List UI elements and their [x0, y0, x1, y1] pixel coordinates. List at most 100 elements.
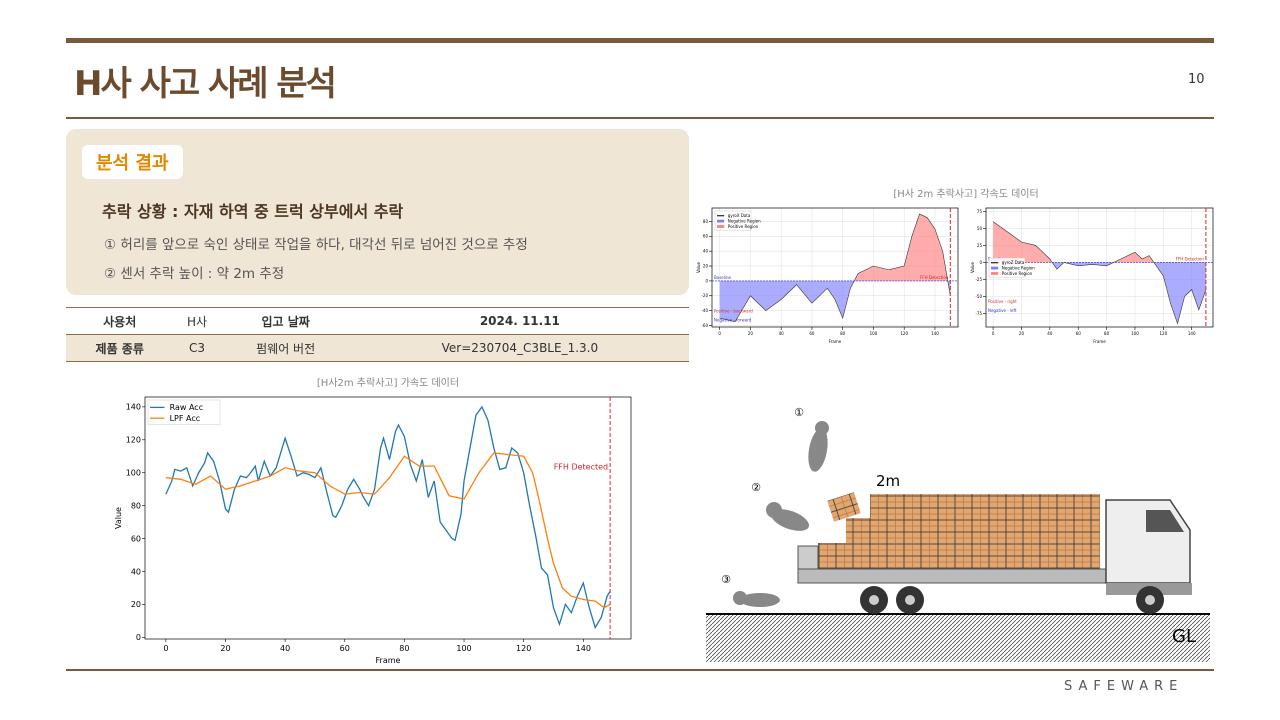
title-rule [66, 117, 1214, 119]
y-axis-label: Value [970, 261, 975, 273]
x-tick-label: 120 [516, 644, 531, 653]
area [993, 262, 1206, 324]
area [719, 280, 951, 322]
legend-label: gyroX Data [728, 213, 751, 218]
cell: 펌웨어 버전 [220, 334, 351, 362]
note: Negative - forward [714, 318, 752, 323]
cargo [846, 518, 1100, 543]
cargo [827, 492, 861, 522]
y-tick-label: -50 [975, 294, 982, 299]
cell: 입고 날짜 [220, 307, 351, 335]
series-line [165, 405, 611, 630]
y-tick-label: 20 [703, 263, 709, 268]
y-tick-label: 0 [136, 633, 141, 642]
x-tick-label: 20 [748, 331, 754, 336]
y-tick-label: 140 [126, 403, 141, 412]
detection-label: FFH Detected [554, 463, 608, 472]
x-tick-label: 140 [931, 331, 939, 336]
cab-window [1146, 510, 1184, 532]
legend-label: gyroZ Data [1002, 260, 1025, 265]
x-tick-label: 120 [1160, 331, 1168, 336]
x-tick-label: 140 [576, 644, 591, 653]
cell: 2024. 11.11 [350, 307, 689, 335]
plot-frame [144, 396, 632, 640]
x-tick-label: 0 [163, 644, 168, 653]
situation: 추락 상황 : 자재 하역 중 트럭 상부에서 추락 [102, 202, 404, 221]
note: Positive - right [988, 299, 1017, 304]
y-tick-label: 50 [977, 226, 983, 231]
x-tick-label: 80 [840, 331, 846, 336]
ground [706, 614, 1210, 662]
cell: Ver=230704_C3BLE_1.3.0 [350, 334, 689, 362]
y-tick-label: 75 [977, 209, 983, 214]
x-tick-label: 60 [340, 644, 350, 653]
detection-label: FFH Detection [920, 275, 949, 280]
y-tick-label: -25 [975, 277, 982, 282]
x-tick-label: 60 [809, 331, 815, 336]
x-axis-label: Frame [829, 339, 842, 344]
x-axis-label: Frame [1093, 339, 1106, 344]
point: ② 센서 추락 높이 : 약 2m 추정 [104, 266, 285, 282]
x-tick-label: 0 [992, 331, 995, 336]
y-tick-label: 0 [705, 278, 708, 283]
gyro-title: [H사 2m 추락사고] 각속도 데이터 [893, 188, 1038, 200]
x-tick-label: 100 [870, 331, 878, 336]
info-table: 사용처 H사 입고 날짜 2024. 11.11 제품 종류 C3 펌웨어 버전 Ver=2… [66, 307, 689, 362]
legend-label: Raw Acc [170, 403, 204, 412]
top-rule [66, 38, 1214, 43]
x-tick-label: 40 [779, 331, 785, 336]
legend-label: LPF Acc [170, 414, 201, 423]
x-tick-label: 20 [1019, 331, 1025, 336]
x-tick-label: 140 [1188, 331, 1196, 336]
y-tick-label: -40 [701, 308, 708, 313]
step-label: ② [751, 481, 761, 494]
ground-label: GL [1172, 626, 1196, 647]
note: Negative - left [988, 308, 1017, 313]
x-tick-label: 80 [399, 644, 409, 653]
y-tick-label: -20 [701, 293, 708, 298]
height-label: 2m [876, 472, 900, 490]
point: ① 허리를 앞으로 숙인 상태로 작업을 하다, 대각선 뒤로 넘어진 것으로 … [104, 237, 528, 253]
legend-label: Negative Region [1002, 265, 1035, 270]
legend-swatch [717, 225, 725, 228]
y-tick-label: 20 [131, 600, 141, 609]
legend-box [147, 399, 221, 425]
y-tick-label: 40 [131, 567, 141, 576]
y-tick-label: 0 [979, 260, 982, 265]
x-tick-label: 100 [456, 644, 471, 653]
cell: 사용처 [66, 307, 174, 335]
baseline-label: Baseline [714, 275, 731, 280]
baseline-label: Baseline [988, 256, 1005, 261]
area [993, 221, 1206, 263]
y-axis-label: Value [696, 261, 701, 273]
y-tick-label: -75 [975, 311, 982, 316]
y-tick-label: 80 [703, 219, 709, 224]
series-line [165, 452, 611, 609]
cell: 제품 종류 [66, 334, 174, 362]
legend-swatch [991, 272, 999, 275]
figure [733, 421, 829, 607]
x-tick-label: 40 [280, 644, 290, 653]
detection-label: FFH Detection [1176, 256, 1205, 261]
y-tick-label: -60 [701, 323, 708, 328]
step-label: ③ [721, 573, 731, 586]
series-line [992, 221, 1207, 325]
slide-title: H사 사고 사례 분석 [74, 64, 337, 104]
cell: H사 [173, 307, 221, 335]
illustration: ① ② ③ 2m GL [706, 406, 1210, 662]
legend-label: Positive Region [728, 224, 759, 229]
cargo [870, 494, 1100, 518]
area [854, 213, 948, 281]
bottom-rule [66, 669, 1214, 671]
legend-box [714, 210, 752, 231]
x-tick-label: 40 [1047, 331, 1053, 336]
legend-box [988, 257, 1026, 278]
x-tick-label: 100 [1131, 331, 1139, 336]
cargo [818, 543, 1100, 569]
section-label: 분석 결과 [82, 145, 183, 179]
x-tick-label: 120 [900, 331, 908, 336]
y-tick-label: 120 [126, 436, 141, 445]
y-tick-label: 60 [131, 534, 141, 543]
y-tick-label: 40 [703, 249, 709, 254]
